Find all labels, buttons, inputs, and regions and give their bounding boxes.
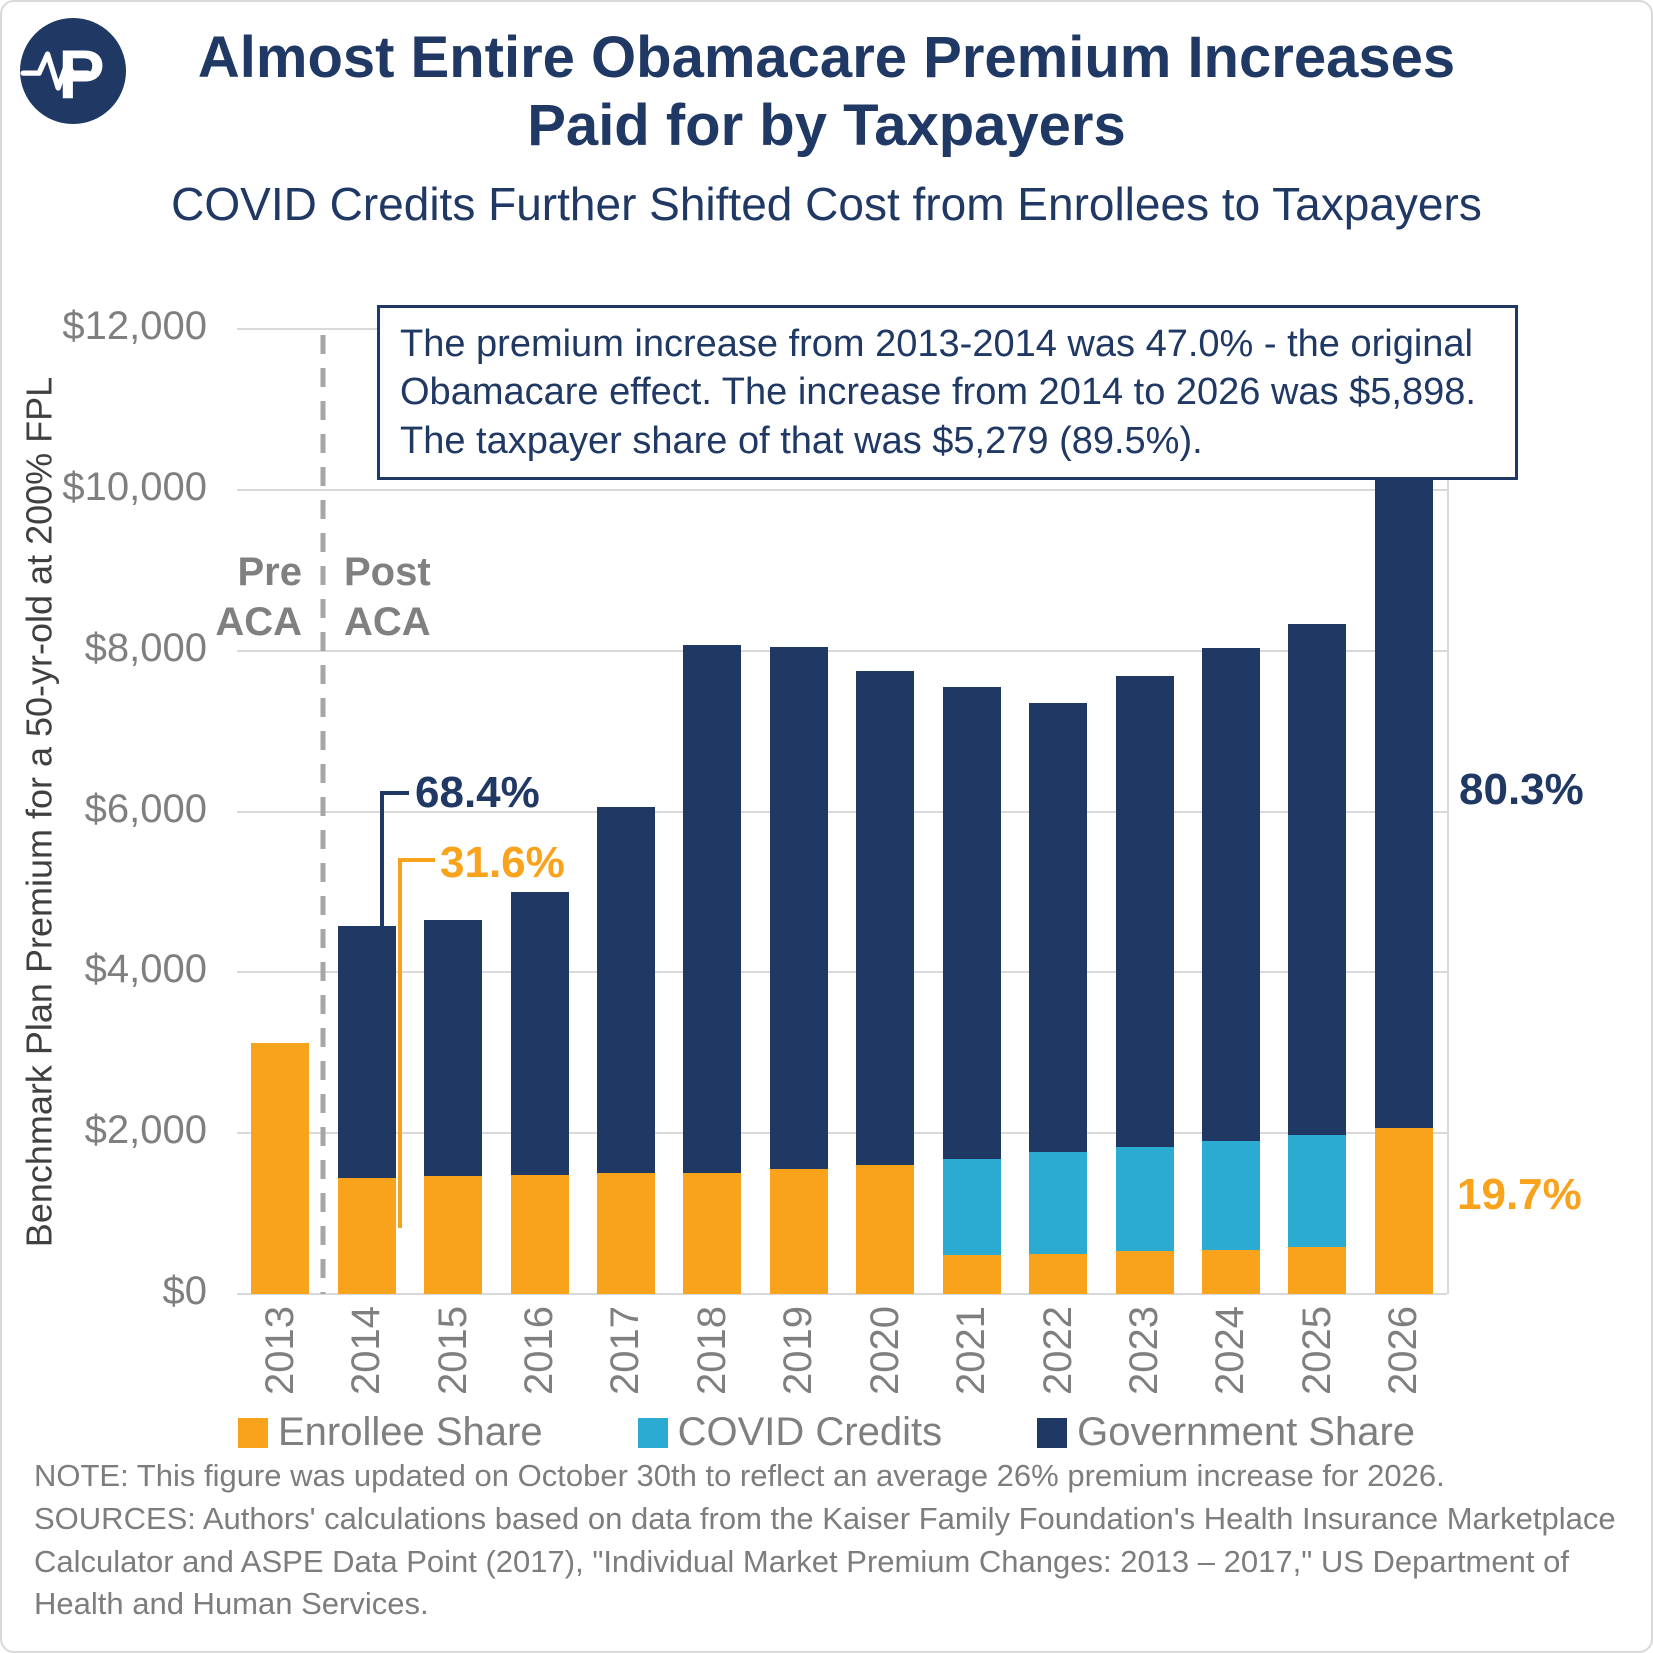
bar-2022-covid-credits [1029, 1151, 1088, 1254]
gridline [237, 488, 1447, 491]
gridline [237, 971, 1447, 974]
bar-2026-enrollee-share [1374, 1128, 1433, 1294]
bar-2016-government-share [510, 891, 569, 1175]
bar-2021-enrollee-share [942, 1254, 1001, 1294]
bar-2015-enrollee-share [424, 1175, 483, 1294]
chart-title-line2: Paid for by Taxpayers [527, 93, 1126, 159]
x-tick-label: 2022 [1035, 1306, 1080, 1395]
x-tick-label: 2017 [603, 1306, 648, 1395]
annotation-box: The premium increase from 2013-2014 was … [377, 305, 1518, 480]
legend-item: Enrollee Share [237, 1410, 543, 1455]
sources-text: SOURCES: Authors' calculations based on … [34, 1500, 1616, 1622]
legend-label: Government Share [1077, 1410, 1416, 1454]
y-tick-label: $8,000 [84, 625, 207, 670]
pulse-line-icon [20, 51, 91, 91]
bar-2019-government-share [769, 646, 828, 1169]
bar-2014-government-share [337, 925, 396, 1178]
bar-2021-covid-credits [942, 1158, 1001, 1255]
publication-logo: P [20, 18, 126, 124]
x-tick-label: 2021 [949, 1306, 994, 1395]
legend-label: Enrollee Share [277, 1410, 543, 1454]
x-tick-label: 2026 [1381, 1306, 1426, 1395]
gridline [237, 1132, 1447, 1135]
legend-item: Government Share [1037, 1410, 1415, 1455]
x-tick-label: 2025 [1294, 1306, 1339, 1395]
x-tick-label: 2013 [257, 1306, 302, 1395]
x-tick-label: 2015 [430, 1306, 475, 1395]
bar-2026-government-share [1374, 451, 1433, 1129]
bar-2015-government-share [424, 920, 483, 1176]
bar-2017-government-share [596, 807, 655, 1174]
chart-subtitle: COVID Credits Further Shifted Cost from … [171, 178, 1482, 230]
y-tick-label: $0 [162, 1269, 208, 1313]
bar-2024-covid-credits [1201, 1141, 1260, 1250]
x-tick-label: 2023 [1121, 1306, 1166, 1395]
bar-2020-government-share [856, 670, 915, 1166]
y-tick-label: $12,000 [62, 304, 207, 348]
logo-graphic: P [20, 18, 126, 124]
y-tick-label: $2,000 [84, 1108, 207, 1153]
bar-2025-covid-credits [1288, 1134, 1347, 1248]
bar-2023-covid-credits [1115, 1146, 1174, 1252]
legend-label: COVID Credits [677, 1410, 943, 1454]
legend-swatch [237, 1417, 268, 1448]
pre-aca-label: Pre ACA [215, 550, 302, 644]
footnotes: NOTE: This figure was updated on October… [34, 1455, 1626, 1626]
chart-title: Almost Entire Obamacare Premium Increase… [2, 24, 1651, 161]
bar-2018-enrollee-share [683, 1172, 742, 1294]
bar-2017-enrollee-share [596, 1173, 655, 1294]
bar-2021-government-share [942, 686, 1001, 1159]
bar-2014-enrollee-share [337, 1177, 396, 1294]
callout-2026-enrollee-share: 19.7% [1457, 1170, 1582, 1219]
bar-2022-government-share [1029, 702, 1088, 1152]
x-tick-label: 2020 [862, 1306, 907, 1395]
bar-2018-government-share [683, 645, 742, 1173]
y-tick-label: $4,000 [84, 947, 207, 992]
y-tick-label: $6,000 [84, 786, 207, 831]
gridline [237, 1293, 1447, 1295]
chart-title-line1: Almost Entire Obamacare Premium Increase… [197, 25, 1456, 90]
bar-2019-enrollee-share [769, 1168, 828, 1294]
bar-2023-government-share [1115, 676, 1174, 1147]
legend-item: COVID Credits [637, 1410, 943, 1455]
legend-swatch [637, 1417, 668, 1448]
callout-2026-government-share: 80.3% [1459, 765, 1584, 814]
x-tick-label: 2018 [689, 1306, 734, 1395]
bar-2025-enrollee-share [1288, 1247, 1347, 1294]
callout-2014-enrollee-share: 31.6% [440, 838, 565, 887]
callout-2014-government-share: 68.4% [415, 768, 540, 817]
gridline [237, 810, 1447, 813]
note-text: NOTE: This figure was updated on October… [34, 1458, 1445, 1493]
bar-2013-enrollee-share [251, 1043, 310, 1294]
bar-2022-enrollee-share [1029, 1253, 1088, 1294]
bar-2025-government-share [1288, 624, 1347, 1135]
bar-2020-enrollee-share [856, 1165, 915, 1294]
legend: Enrollee Share COVID Credits Government Sh… [2, 1410, 1651, 1455]
x-tick-label: 2024 [1208, 1306, 1253, 1395]
bar-2023-enrollee-share [1115, 1251, 1174, 1294]
bar-2016-enrollee-share [510, 1174, 569, 1294]
bar-2024-government-share [1201, 648, 1260, 1142]
y-tick-label: $10,000 [62, 464, 207, 509]
plot-area [237, 328, 1449, 1295]
x-tick-label: 2019 [776, 1306, 821, 1395]
post-aca-label: Post ACA [344, 550, 431, 644]
x-tick-label: 2014 [344, 1306, 389, 1395]
x-tick-label: 2016 [516, 1306, 561, 1395]
legend-swatch [1037, 1417, 1068, 1448]
gridline [237, 649, 1447, 652]
bar-2024-enrollee-share [1201, 1249, 1260, 1294]
